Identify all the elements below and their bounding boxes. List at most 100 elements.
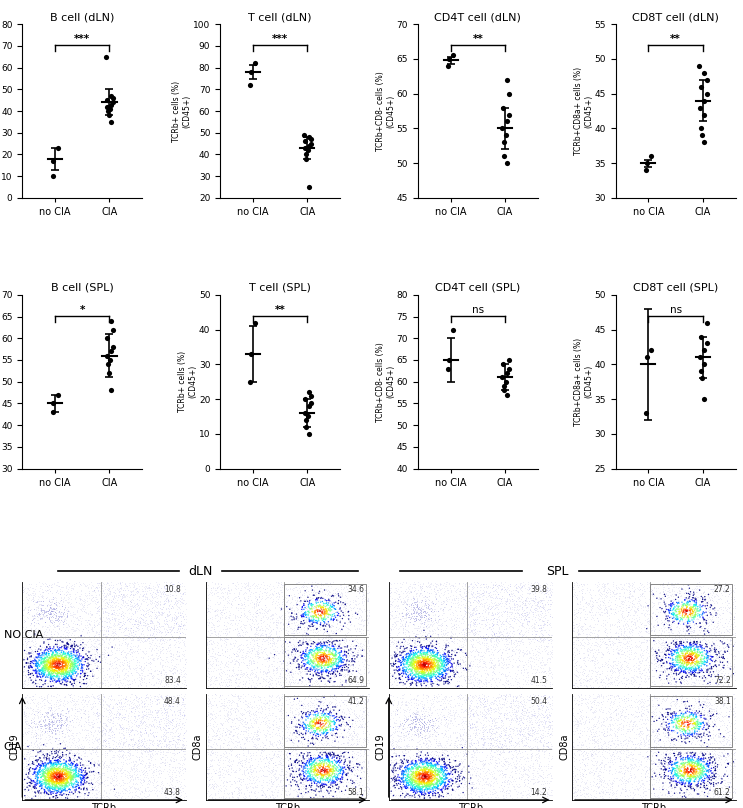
Point: [482, 629, 494, 642]
Point: [586, 654, 598, 667]
Point: [37, 652, 49, 665]
Point: [684, 758, 696, 771]
Point: [695, 659, 707, 672]
Point: [727, 747, 739, 760]
Point: [389, 756, 400, 769]
Point: [204, 604, 215, 617]
Point: [106, 731, 118, 744]
Point: [493, 625, 505, 638]
Point: [697, 766, 709, 779]
Point: [704, 644, 716, 657]
Point: [114, 577, 126, 590]
Point: [318, 786, 330, 799]
Point: [695, 781, 707, 793]
Point: [151, 616, 163, 629]
Point: [675, 764, 687, 777]
Point: [434, 777, 446, 790]
Point: [617, 646, 629, 659]
Point: [415, 601, 426, 614]
Point: [407, 773, 419, 786]
Point: [236, 666, 247, 679]
Point: [415, 670, 426, 683]
Point: [704, 761, 716, 774]
Point: [400, 617, 412, 630]
Point: [724, 659, 736, 672]
Point: [658, 764, 669, 776]
Point: [319, 773, 331, 786]
Point: [51, 629, 63, 642]
Point: [77, 659, 89, 672]
Point: [617, 595, 629, 608]
Point: [335, 764, 347, 776]
Point: [313, 751, 325, 764]
Point: [682, 729, 694, 742]
Point: [506, 607, 518, 620]
Point: [289, 667, 301, 680]
Point: [51, 777, 63, 790]
Point: [415, 644, 426, 657]
Point: [210, 738, 222, 751]
Point: [321, 724, 333, 737]
Point: [302, 759, 314, 772]
Point: [53, 767, 65, 780]
Point: [634, 616, 646, 629]
Point: [131, 746, 143, 759]
Point: [433, 789, 445, 802]
Point: [450, 648, 462, 661]
Point: [658, 763, 670, 776]
Point: [215, 748, 227, 761]
Point: [26, 645, 38, 658]
Point: [511, 668, 523, 681]
Point: [153, 760, 165, 772]
Point: [41, 608, 53, 621]
Point: [276, 663, 288, 676]
Point: [426, 707, 438, 720]
Point: [701, 689, 713, 702]
Point: [658, 690, 669, 703]
Point: [628, 714, 640, 727]
Point: [489, 750, 501, 763]
Point: [298, 772, 310, 785]
Point: [403, 777, 415, 790]
Point: [309, 730, 321, 743]
Point: [337, 650, 348, 663]
Point: [48, 641, 59, 654]
Point: [528, 792, 540, 805]
Point: [132, 740, 143, 753]
Point: [575, 676, 587, 689]
Point: [445, 631, 457, 644]
Point: [305, 662, 317, 675]
Point: [410, 661, 422, 674]
Point: [42, 649, 54, 662]
Point: [97, 664, 109, 677]
Point: [287, 625, 299, 638]
Point: [415, 671, 427, 684]
Point: [257, 785, 269, 797]
Point: [697, 579, 709, 592]
Point: [332, 713, 344, 726]
Point: [23, 772, 35, 785]
Point: [660, 600, 672, 612]
Point: [160, 581, 172, 594]
Point: [505, 776, 517, 789]
Point: [302, 605, 314, 618]
Point: [648, 787, 660, 800]
Point: [684, 648, 696, 661]
Point: [71, 766, 82, 779]
Point: [273, 792, 285, 805]
Point: [45, 775, 57, 788]
Point: [307, 660, 319, 673]
Point: [707, 734, 719, 747]
Point: [25, 791, 37, 804]
Point: [466, 791, 478, 804]
Point: [544, 788, 556, 801]
Point: [284, 664, 296, 677]
Point: [687, 604, 698, 617]
Point: [646, 793, 658, 806]
Point: [345, 764, 357, 777]
Point: [475, 768, 487, 781]
Point: [417, 577, 429, 590]
Point: [496, 719, 508, 732]
Point: [619, 776, 631, 789]
Point: [700, 626, 712, 639]
